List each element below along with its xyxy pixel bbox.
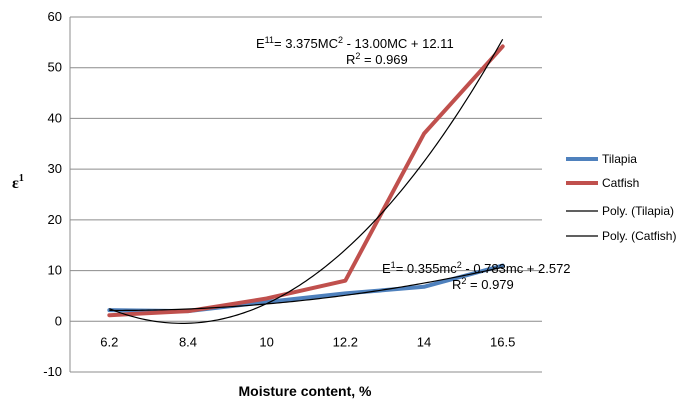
- y-tick-label: 50: [48, 60, 62, 75]
- y-tick-label: 40: [48, 110, 62, 125]
- legend-label-poly-tilapia: Poly. (Tilapia): [602, 204, 674, 218]
- y-tick-label: 30: [48, 161, 62, 176]
- legend-label-tilapia: Tilapia: [602, 152, 637, 166]
- x-tick-label: 10: [259, 334, 273, 349]
- x-axis-label: Moisture content, %: [238, 383, 372, 399]
- y-tick-labels: 60 50 40 30 20 10 0 -10: [43, 9, 62, 379]
- data-series: [107, 44, 505, 318]
- trendline-poly-tilapia: [109, 266, 503, 312]
- x-tick-label: 14: [417, 334, 431, 349]
- gridlines: [70, 16, 542, 373]
- y-tick-label: 20: [48, 212, 62, 227]
- trendline-poly-catfish: [109, 38, 504, 324]
- catfish-equation-label: E11= 3.375MC2 - 13.00MC + 12.11: [256, 35, 454, 51]
- x-tick-label: 12.2: [333, 334, 358, 349]
- tilapia-r2-label: R2 = 0.979: [452, 276, 514, 292]
- y-tick-label: 60: [48, 9, 62, 24]
- legend-label-poly-catfish: Poly. (Catfish): [602, 229, 676, 243]
- trendlines: [109, 38, 504, 324]
- x-tick-label: 6.2: [100, 334, 118, 349]
- y-tick-label: 0: [55, 313, 62, 328]
- x-tick-labels: 6.2 8.4 10 12.2 14 16.5: [100, 334, 515, 349]
- legend: Tilapia Catfish Poly. (Tilapia) Poly. (C…: [566, 152, 676, 243]
- tilapia-equation-label: E1= 0.355mc2 - 0.783mc + 2.572: [382, 260, 571, 276]
- y-tick-label: 10: [48, 263, 62, 278]
- x-tick-label: 16.5: [490, 334, 515, 349]
- catfish-r2-label: R2 = 0.969: [346, 51, 408, 67]
- y-axis-label: ε1: [12, 173, 24, 192]
- legend-label-catfish: Catfish: [602, 176, 639, 190]
- x-tick-label: 8.4: [179, 334, 197, 349]
- y-tick-label: -10: [43, 364, 62, 379]
- series-line-catfish: [107, 44, 505, 318]
